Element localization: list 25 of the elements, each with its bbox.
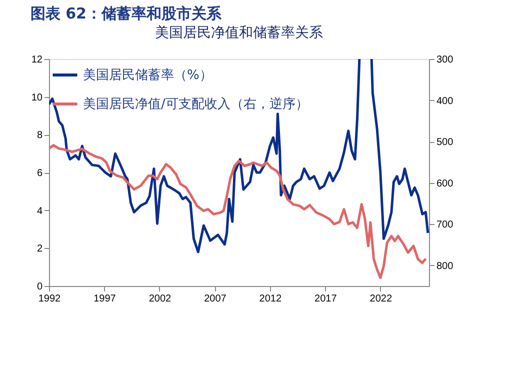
x-tick-label: 2007	[204, 294, 227, 304]
chart-subtitle: 美国居民净值和储蓄率关系	[155, 25, 323, 41]
line-series	[49, 144, 427, 279]
x-tick-label: 2017	[314, 294, 338, 304]
y-tick-label: 12	[31, 54, 43, 66]
x-tick-label: 2002	[148, 294, 172, 304]
y-tick-label: 2	[36, 244, 43, 255]
y2-tick-label: 300	[436, 54, 454, 66]
y2-tick-label: 400	[436, 96, 454, 107]
chart-title: 图表 62：储蓄率和股市关系	[30, 4, 222, 22]
legend-label: 美国居民储蓄率（%）	[83, 67, 212, 83]
x-tick-label: 2022	[370, 294, 392, 304]
x-tick-label: 1992	[38, 294, 62, 304]
y-tick-label: 8	[36, 130, 43, 142]
legend-label: 美国居民净值/可支配收入（右，逆序）	[83, 96, 308, 112]
x-tick-label: 1997	[94, 294, 116, 304]
y2-tick-label: 500	[436, 137, 454, 148]
x-tick-label: 2012	[259, 294, 282, 304]
y-tick-label: 10	[31, 92, 43, 104]
y2-tick-label: 700	[436, 220, 454, 231]
y-tick-label: 0	[36, 282, 43, 292]
y2-tick-label: 800	[436, 260, 454, 272]
y-tick-label: 6	[36, 168, 43, 179]
y2-tick-label: 600	[436, 178, 454, 190]
y-tick-label: 4	[36, 206, 43, 217]
